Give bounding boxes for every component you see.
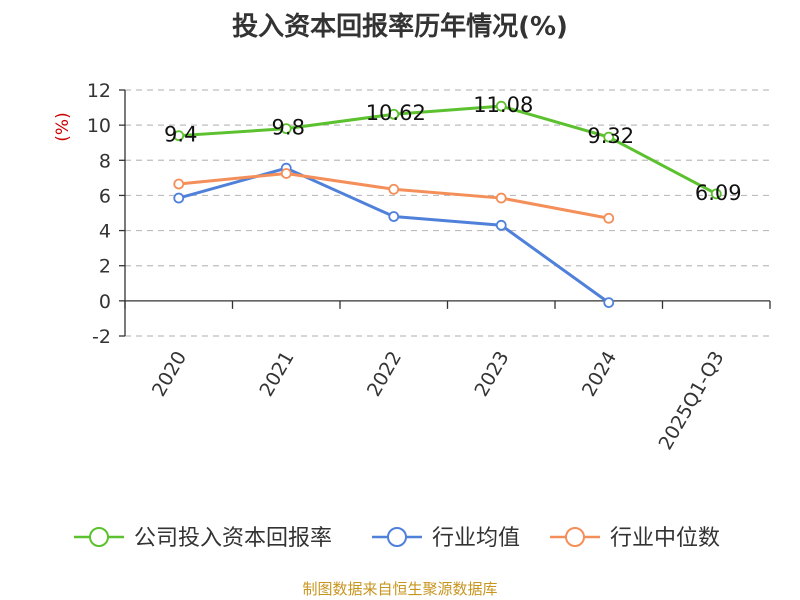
y-tick-label: 6 [99, 185, 111, 207]
data-point [388, 211, 400, 222]
grid-lines [125, 89, 770, 337]
legend-marker [387, 527, 407, 547]
legend-marker [89, 527, 109, 547]
data-point [280, 168, 292, 179]
legend-item: 公司投入资本回报率 [74, 526, 332, 551]
x-tick-label: 2024 [578, 348, 621, 401]
data-labels: 9.4 9.8 10.62 11.08 9.32 6.09 [164, 93, 742, 205]
legend-item: 行业中位数 [550, 526, 720, 551]
legend-label: 行业中位数 [610, 526, 720, 551]
data-point [173, 130, 185, 142]
data-point [173, 178, 185, 190]
x-tick-label: 2022 [363, 348, 406, 401]
x-tick-label: 2025Q1-Q3 [655, 348, 729, 454]
data-label: 10.62 [366, 101, 426, 125]
data-point [495, 192, 507, 204]
y-tick-label: 8 [99, 150, 111, 172]
legend: 公司投入资本回报率 行业均值 行业中位数 [74, 526, 720, 551]
data-point [388, 108, 400, 120]
data-point [603, 297, 615, 309]
y-tick-label: 10 [87, 115, 111, 137]
legend-label: 行业均值 [432, 526, 520, 551]
x-tick-label: 2023 [470, 348, 513, 401]
data-point [603, 212, 615, 224]
data-label: 9.8 [272, 116, 305, 140]
data-point [495, 219, 507, 231]
series-lines [173, 100, 722, 309]
legend-marker [565, 527, 585, 547]
data-label: 11.08 [473, 93, 533, 117]
y-tick-label: 2 [99, 256, 111, 278]
legend-item: 行业均值 [372, 526, 520, 551]
chart-title: 投入资本回报率历年情况(%) [232, 12, 568, 42]
y-tick-label: 4 [99, 221, 111, 243]
data-point [280, 123, 292, 135]
data-point [173, 192, 185, 204]
data-label: 9.4 [164, 123, 197, 147]
legend-label: 公司投入资本回报率 [134, 526, 332, 551]
source-note: 制图数据来自恒生聚源数据库 [302, 580, 498, 598]
data-label: 9.32 [587, 124, 634, 148]
data-label: 6.09 [695, 181, 742, 205]
data-point [495, 100, 507, 112]
data-point [710, 188, 722, 200]
x-tick-label: 2021 [255, 348, 298, 401]
data-point [388, 183, 400, 195]
y-tick-label: 0 [99, 291, 111, 313]
series-line [178, 104, 717, 196]
data-point [603, 131, 615, 143]
y-tick-label: 12 [87, 80, 111, 102]
y-tick-label: -2 [92, 326, 111, 348]
y-axis-label: (%) [53, 112, 73, 141]
x-tick-label: 2020 [148, 348, 191, 401]
